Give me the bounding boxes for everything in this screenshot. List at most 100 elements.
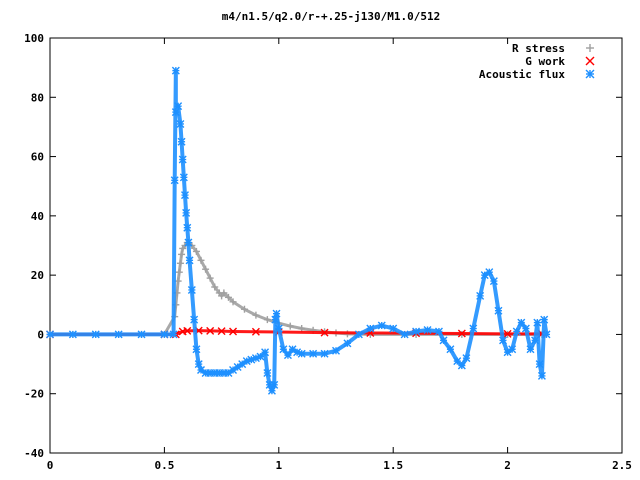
data-point-acoustic-flux — [489, 277, 498, 286]
legend: R stress G work Acoustic flux — [479, 42, 595, 81]
data-point-r-stress — [211, 283, 219, 291]
data-point-r-stress — [197, 256, 205, 264]
y-tick-label: 60 — [31, 151, 44, 164]
data-point-g-work — [320, 328, 329, 337]
x-tick-label: 0 — [47, 459, 54, 472]
data-point-r-stress — [263, 316, 271, 324]
data-point-acoustic-flux — [184, 238, 193, 247]
legend-label-acoustic-flux: Acoustic flux — [479, 68, 565, 81]
series-layer — [46, 66, 551, 395]
data-point-acoustic-flux — [176, 119, 185, 128]
data-point-acoustic-flux — [499, 336, 508, 345]
data-point-acoustic-flux — [183, 223, 192, 232]
data-point-acoustic-flux — [521, 324, 530, 333]
data-point-acoustic-flux — [366, 324, 375, 333]
data-point-acoustic-flux — [526, 345, 535, 354]
data-point-r-stress — [224, 293, 232, 301]
data-point-acoustic-flux — [540, 315, 549, 324]
x-tick-label: 1 — [275, 459, 282, 472]
data-point-r-stress — [220, 289, 228, 297]
x-tick-label: 2.5 — [612, 459, 632, 472]
data-point-acoustic-flux — [457, 361, 466, 370]
data-point-acoustic-flux — [476, 291, 485, 300]
y-tick-label: 0 — [37, 328, 44, 341]
data-point-acoustic-flux — [535, 360, 544, 369]
data-point-acoustic-flux — [261, 348, 270, 357]
data-point-g-work — [183, 326, 192, 335]
data-point-acoustic-flux — [263, 368, 272, 377]
data-point-acoustic-flux — [160, 330, 169, 339]
legend-marker-g-work — [585, 56, 595, 66]
data-point-acoustic-flux — [446, 345, 455, 354]
data-point-g-work — [251, 327, 260, 336]
y-tick-label: -40 — [24, 447, 44, 460]
data-point-r-stress — [178, 250, 186, 258]
legend-label-r-stress: R stress — [512, 42, 565, 55]
data-point-acoustic-flux — [320, 349, 329, 358]
data-point-acoustic-flux — [270, 380, 279, 389]
x-tick-label: 1.5 — [383, 459, 403, 472]
data-point-acoustic-flux — [174, 102, 183, 111]
data-point-r-stress — [240, 305, 248, 313]
x-tick-label: 0.5 — [154, 459, 174, 472]
data-point-acoustic-flux — [180, 191, 189, 200]
data-point-acoustic-flux — [542, 330, 551, 339]
data-point-g-work — [503, 329, 512, 338]
data-point-acoustic-flux — [272, 309, 281, 318]
data-point-acoustic-flux — [423, 325, 432, 334]
data-point-acoustic-flux — [494, 306, 503, 315]
data-point-acoustic-flux — [485, 268, 494, 277]
data-point-acoustic-flux — [283, 351, 292, 360]
data-point-r-stress — [202, 265, 210, 273]
data-point-r-stress — [175, 268, 183, 276]
data-point-acoustic-flux — [537, 371, 546, 380]
data-point-acoustic-flux — [517, 318, 526, 327]
data-point-r-stress — [229, 298, 237, 306]
data-point-acoustic-flux — [137, 330, 146, 339]
data-point-acoustic-flux — [190, 315, 199, 324]
legend-markers — [585, 44, 595, 79]
data-point-acoustic-flux — [462, 354, 471, 363]
data-point-acoustic-flux — [179, 173, 188, 182]
data-point-g-work — [206, 326, 215, 335]
data-point-acoustic-flux — [332, 346, 340, 355]
y-tick-label: 20 — [31, 269, 44, 282]
legend-label-g-work: G work — [525, 55, 565, 68]
data-point-acoustic-flux — [508, 345, 517, 354]
data-point-acoustic-flux — [533, 318, 542, 327]
data-point-acoustic-flux — [171, 108, 180, 117]
y-tick-label: 40 — [31, 210, 44, 223]
data-point-acoustic-flux — [309, 349, 318, 358]
data-point-r-stress — [252, 311, 260, 319]
legend-marker-acoustic-flux — [585, 69, 595, 79]
chart-title: m4/n1.5/q2.0/r-+.25-j130/M1.0/512 — [222, 10, 441, 23]
data-point-acoustic-flux — [178, 155, 187, 164]
data-point-g-work — [229, 327, 238, 336]
data-point-acoustic-flux — [271, 315, 280, 324]
data-point-acoustic-flux — [531, 336, 540, 345]
data-point-acoustic-flux — [297, 349, 306, 358]
y-tick-label: 100 — [24, 32, 44, 45]
data-point-acoustic-flux — [170, 176, 179, 185]
data-point-acoustic-flux — [251, 354, 260, 363]
data-point-acoustic-flux — [187, 285, 196, 294]
data-point-acoustic-flux — [192, 345, 201, 354]
data-point-r-stress — [298, 325, 306, 332]
data-point-acoustic-flux — [439, 336, 448, 345]
data-point-acoustic-flux — [400, 330, 409, 339]
data-point-acoustic-flux — [389, 324, 398, 333]
data-point-acoustic-flux — [279, 345, 288, 354]
data-point-acoustic-flux — [114, 330, 123, 339]
data-point-acoustic-flux — [412, 327, 421, 336]
data-point-acoustic-flux — [377, 321, 386, 330]
x-tick-label: 2 — [504, 459, 511, 472]
data-point-acoustic-flux — [182, 208, 191, 217]
data-point-acoustic-flux — [194, 360, 203, 369]
data-point-acoustic-flux — [354, 330, 363, 339]
plot-frame — [49, 37, 623, 454]
data-point-acoustic-flux — [469, 324, 478, 333]
data-point-acoustic-flux — [68, 330, 77, 339]
y-tick-label: -20 — [24, 388, 44, 401]
data-point-acoustic-flux — [185, 256, 194, 265]
